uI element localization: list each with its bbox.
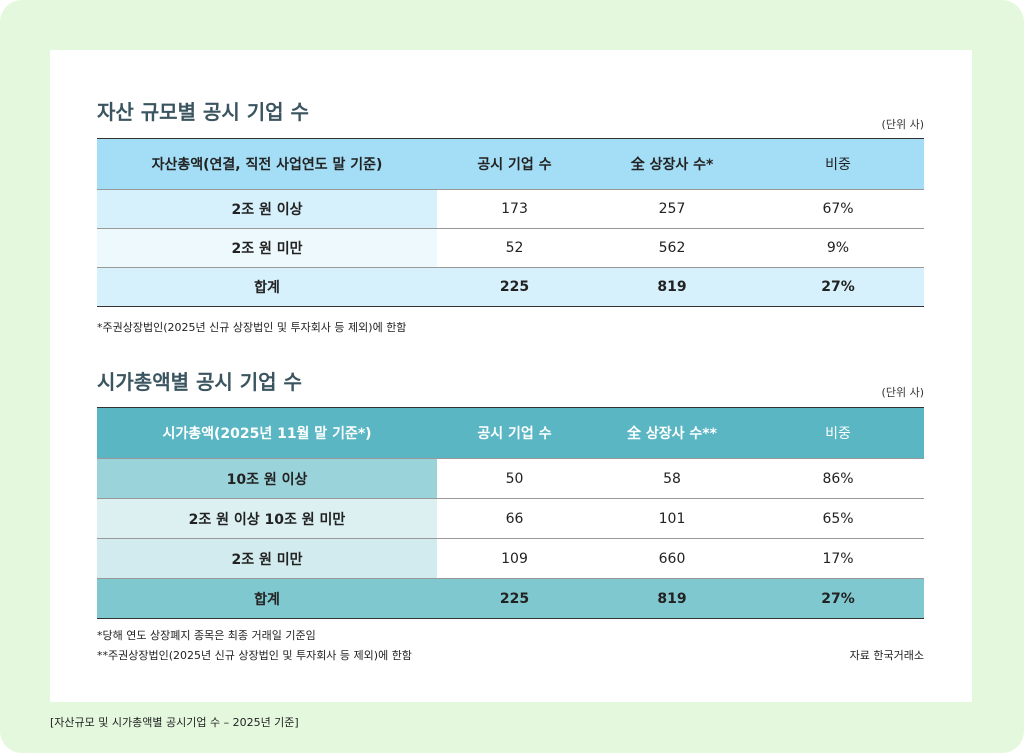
footnote: *당해 연도 상장폐지 종목은 최종 거래일 기준임 [97,629,316,642]
table-cell: 67% [752,189,924,229]
table-cell: 비중 [752,407,924,459]
unit-label: (단위 사) [881,118,924,131]
table-cell: 50 [437,458,592,499]
table-cell: 27% [752,578,924,619]
source: 자료 한국거래소 [849,649,924,662]
table-cell: 101 [592,498,752,539]
footnote: **주권상장법인(2025년 신규 상장법인 및 투자회사 등 제외)에 한함 [97,649,412,662]
table-cell: 자산총액(연결, 직전 사업연도 말 기준) [97,138,437,190]
table-cell: 공시 기업 수 [437,407,592,459]
table-cell: 225 [437,267,592,307]
table-cell: 17% [752,538,924,579]
table-cell: 173 [437,189,592,229]
table-row: 10조 원 이상 50 58 86% [97,458,924,499]
table-cell: 109 [437,538,592,579]
table-cell: 시가총액(2025년 11월 말 기준*) [97,407,437,459]
table-cell: 2조 원 미만 [97,228,437,268]
table-cell: 58 [592,458,752,499]
table-cell: 86% [752,458,924,499]
table-row: 2조 원 미만 109 660 17% [97,538,924,579]
footnote: *주권상장법인(2025년 신규 상장법인 및 투자회사 등 제외)에 한함 [97,321,407,334]
table-cell: 257 [592,189,752,229]
table-cell: 全 상장사 수** [592,407,752,459]
section-title: 자산 규모별 공시 기업 수 [97,100,309,124]
table-cell: 562 [592,228,752,268]
table-cell: 27% [752,267,924,307]
table-row: 합계 225 819 27% [97,578,924,619]
table-cell: 819 [592,267,752,307]
table-cell: 비중 [752,138,924,190]
table-row: 2조 원 이상 173 257 67% [97,189,924,229]
table-row: 2조 원 미만 52 562 9% [97,228,924,268]
table-row: 2조 원 이상 10조 원 미만 66 101 65% [97,498,924,539]
table-cell: 225 [437,578,592,619]
table-row: 합계 225 819 27% [97,267,924,307]
panel: 자산 규모별 공시 기업 수 (단위 사) 자산총액(연결, 직전 사업연도 말… [50,50,972,702]
table-cell: 52 [437,228,592,268]
table-cell: 합계 [97,578,437,619]
table-cell: 819 [592,578,752,619]
table-cell: 66 [437,498,592,539]
table-cell: 65% [752,498,924,539]
section-title: 시가총액별 공시 기업 수 [97,370,302,394]
table-cell: 2조 원 이상 [97,189,437,229]
table-cell: 9% [752,228,924,268]
table-cell: 全 상장사 수* [592,138,752,190]
table-cell: 공시 기업 수 [437,138,592,190]
caption: [자산규모 및 시가총액별 공시기업 수 – 2025년 기준] [50,716,299,729]
table-cell: 2조 원 이상 10조 원 미만 [97,498,437,539]
table-cell: 10조 원 이상 [97,458,437,499]
unit-label: (단위 사) [881,386,924,399]
table-cell: 합계 [97,267,437,307]
table-cell: 2조 원 미만 [97,538,437,579]
table-cell: 660 [592,538,752,579]
